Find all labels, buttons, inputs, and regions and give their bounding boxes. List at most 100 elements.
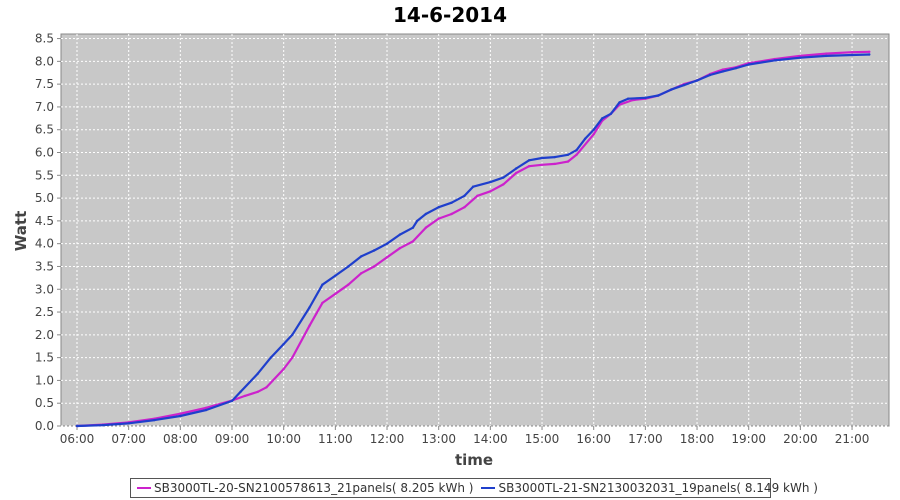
data-point-series-2 — [75, 424, 79, 428]
data-point-series-1 — [799, 54, 802, 58]
data-point-series-2 — [799, 56, 802, 59]
data-point-series-1 — [321, 301, 324, 305]
data-point-series-2 — [347, 265, 350, 268]
legend-entry-series-1: SB3000TL-20-SN2100578613_21panels( 8.205… — [137, 481, 473, 495]
legend-swatch-series-2 — [481, 487, 496, 489]
legend-swatch-series-1 — [137, 487, 151, 489]
data-point-series-2 — [321, 283, 324, 286]
data-point-series-1 — [308, 324, 311, 327]
data-point-series-2 — [592, 128, 595, 131]
y-axis: 0.0 0.5 1.0 1.5 2.0 2.5 3.0 3.5 4.0 4.5 5.0 5.5 6.0 6… — [35, 32, 61, 433]
data-point-series-2 — [850, 53, 854, 57]
data-point-series-1 — [825, 52, 828, 55]
data-point-series-1 — [868, 50, 871, 53]
data-point-series-1 — [540, 163, 544, 166]
data-point-series-1 — [476, 194, 479, 197]
x-tick-label: 18:00 — [680, 432, 715, 446]
x-tick-label: 15:00 — [525, 432, 560, 446]
data-point-series-2 — [372, 249, 376, 252]
data-point-series-2 — [269, 356, 272, 359]
series-lines — [75, 50, 871, 428]
data-point-series-2 — [734, 67, 737, 70]
data-point-series-1 — [372, 265, 376, 268]
data-point-series-1 — [502, 183, 505, 186]
data-point-series-2 — [773, 59, 776, 62]
x-tick-label: 08:00 — [163, 432, 198, 446]
x-tick-label: 17:00 — [628, 432, 663, 446]
data-point-series-2 — [360, 255, 363, 258]
y-tick-label: 7.0 — [35, 100, 54, 114]
y-tick-label: 5.5 — [35, 168, 54, 182]
y-tick-label: 4.0 — [35, 237, 54, 251]
data-point-series-1 — [334, 292, 337, 295]
data-point-series-2 — [644, 96, 647, 100]
x-tick-label: 07:00 — [111, 432, 146, 446]
data-point-series-2 — [239, 390, 242, 393]
x-tick-label: 11:00 — [318, 432, 353, 446]
x-axis: 06:00 07:00 08:00 09:00 10:00 11:00 12:00 13:00… — [60, 426, 870, 446]
data-point-series-1 — [385, 256, 389, 259]
y-axis-label: Watt — [12, 211, 30, 251]
y-tick-label: 1.0 — [35, 373, 54, 387]
data-point-series-2 — [721, 70, 725, 73]
data-point-series-2 — [540, 156, 544, 160]
y-tick-label: 6.0 — [35, 146, 54, 160]
legend-label-series-2: SB3000TL-21-SN2130032031_19panels( 8.149… — [498, 481, 818, 495]
y-tick-label: 6.5 — [35, 123, 54, 137]
data-point-series-2 — [205, 408, 208, 412]
data-point-series-2 — [575, 149, 578, 152]
data-point-series-2 — [515, 167, 518, 170]
data-point-series-1 — [360, 272, 363, 275]
legend-entry-series-2: SB3000TL-21-SN2130032031_19panels( 8.149… — [481, 481, 818, 495]
data-point-series-1 — [411, 240, 415, 243]
y-tick-label: 2.5 — [35, 305, 54, 319]
data-point-series-2 — [708, 73, 712, 77]
data-point-series-1 — [398, 247, 402, 250]
y-tick-label: 0.0 — [35, 419, 54, 433]
data-point-series-1 — [575, 153, 578, 156]
data-point-series-2 — [398, 233, 402, 236]
data-point-series-2 — [489, 180, 492, 184]
data-point-series-2 — [583, 137, 587, 140]
x-tick-label: 06:00 — [60, 432, 95, 446]
data-point-series-1 — [424, 226, 427, 229]
data-point-series-2 — [670, 88, 673, 91]
data-point-series-1 — [592, 133, 595, 136]
data-point-series-1 — [463, 206, 466, 209]
data-point-series-2 — [695, 79, 699, 82]
data-point-series-1 — [515, 171, 518, 175]
data-point-series-1 — [179, 412, 182, 415]
data-point-series-1 — [243, 394, 247, 398]
legend-label-series-1: SB3000TL-20-SN2100578613_21panels( 8.205… — [154, 481, 474, 495]
chart-title: 14-6-2014 — [393, 3, 507, 27]
data-point-series-2 — [385, 242, 389, 245]
data-point-series-2 — [609, 112, 613, 116]
legend: SB3000TL-20-SN2100578613_21panels( 8.205… — [130, 478, 818, 498]
data-point-series-1 — [282, 367, 285, 371]
x-tick-label: 12:00 — [370, 432, 405, 446]
x-tick-label: 10:00 — [266, 432, 301, 446]
data-point-series-1 — [553, 162, 557, 166]
data-point-series-1 — [347, 283, 350, 286]
y-tick-label: 2.0 — [35, 328, 54, 342]
data-point-series-2 — [291, 333, 294, 336]
data-point-series-2 — [682, 83, 686, 87]
y-tick-label: 7.5 — [35, 77, 54, 91]
data-point-series-2 — [502, 176, 505, 179]
x-tick-label: 21:00 — [835, 432, 870, 446]
data-point-series-2 — [566, 153, 570, 156]
x-tick-label: 09:00 — [215, 432, 250, 446]
y-tick-label: 3.5 — [35, 259, 54, 273]
x-tick-label: 13:00 — [421, 432, 456, 446]
data-point-series-1 — [205, 406, 208, 409]
data-point-series-2 — [416, 219, 419, 223]
data-point-series-1 — [256, 390, 259, 393]
x-axis-label: time — [455, 451, 493, 469]
data-point-series-1 — [265, 386, 268, 389]
data-point-series-2 — [601, 117, 604, 120]
data-point-series-1 — [527, 165, 531, 168]
y-tick-label: 4.5 — [35, 214, 54, 228]
data-point-series-2 — [308, 306, 311, 309]
y-tick-label: 8.0 — [35, 54, 54, 68]
